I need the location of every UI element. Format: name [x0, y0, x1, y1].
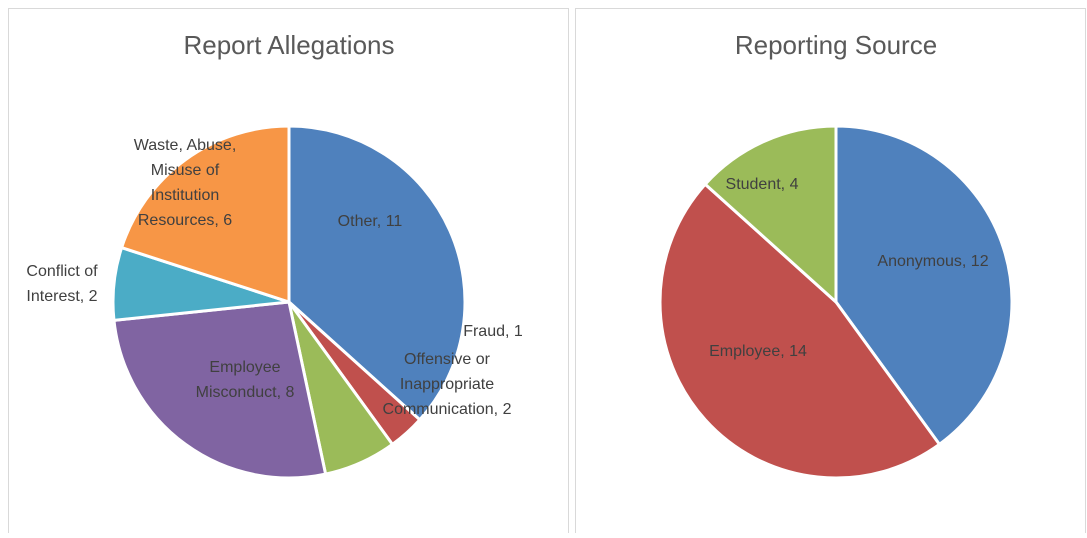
label-line: Institution [151, 187, 219, 204]
label-line: Fraud, 1 [463, 323, 523, 340]
label-line: Offensive or [404, 351, 491, 368]
label-line: Waste, Abuse, [134, 137, 237, 154]
pie-slice [119, 124, 291, 305]
label-line: Anonymous, 12 [877, 253, 988, 270]
label-line: Conflict of [26, 263, 98, 280]
pie-slice [112, 300, 328, 480]
label-line: Other, 11 [338, 213, 403, 230]
data-label: Conflict of Interest, 2 [26, 263, 98, 305]
pie-slice [834, 124, 1014, 447]
label-line: Communication, 2 [383, 401, 512, 418]
data-label: Employee Misconduct, 8 [196, 359, 295, 401]
pie-slice [287, 124, 467, 422]
data-label: Other, 11 [338, 213, 403, 230]
data-label: Student, 4 [726, 176, 799, 193]
chart-title: Report Allegations [183, 30, 394, 60]
label-line: Misuse of [151, 162, 220, 179]
label-line: Employee, 14 [709, 343, 807, 360]
label-line: Interest, 2 [26, 288, 97, 305]
label-line: Inappropriate [400, 376, 494, 393]
data-label: Waste, Abuse, Misuse of Institution Resourc… [134, 137, 237, 229]
label-line: Misconduct, 8 [196, 384, 295, 401]
data-label: Fraud, 1 [463, 323, 523, 340]
label-line: Resources, 6 [138, 212, 232, 229]
pie-slice [703, 124, 838, 306]
label-line: Student, 4 [726, 176, 799, 193]
label-line: Employee [209, 359, 280, 376]
data-label: Employee, 14 [709, 343, 807, 360]
data-label: Offensive or Inappropriate Communication, … [383, 351, 512, 418]
pie-slice [658, 182, 942, 480]
chart-title: Reporting Source [735, 30, 937, 60]
data-label: Anonymous, 12 [877, 253, 988, 270]
